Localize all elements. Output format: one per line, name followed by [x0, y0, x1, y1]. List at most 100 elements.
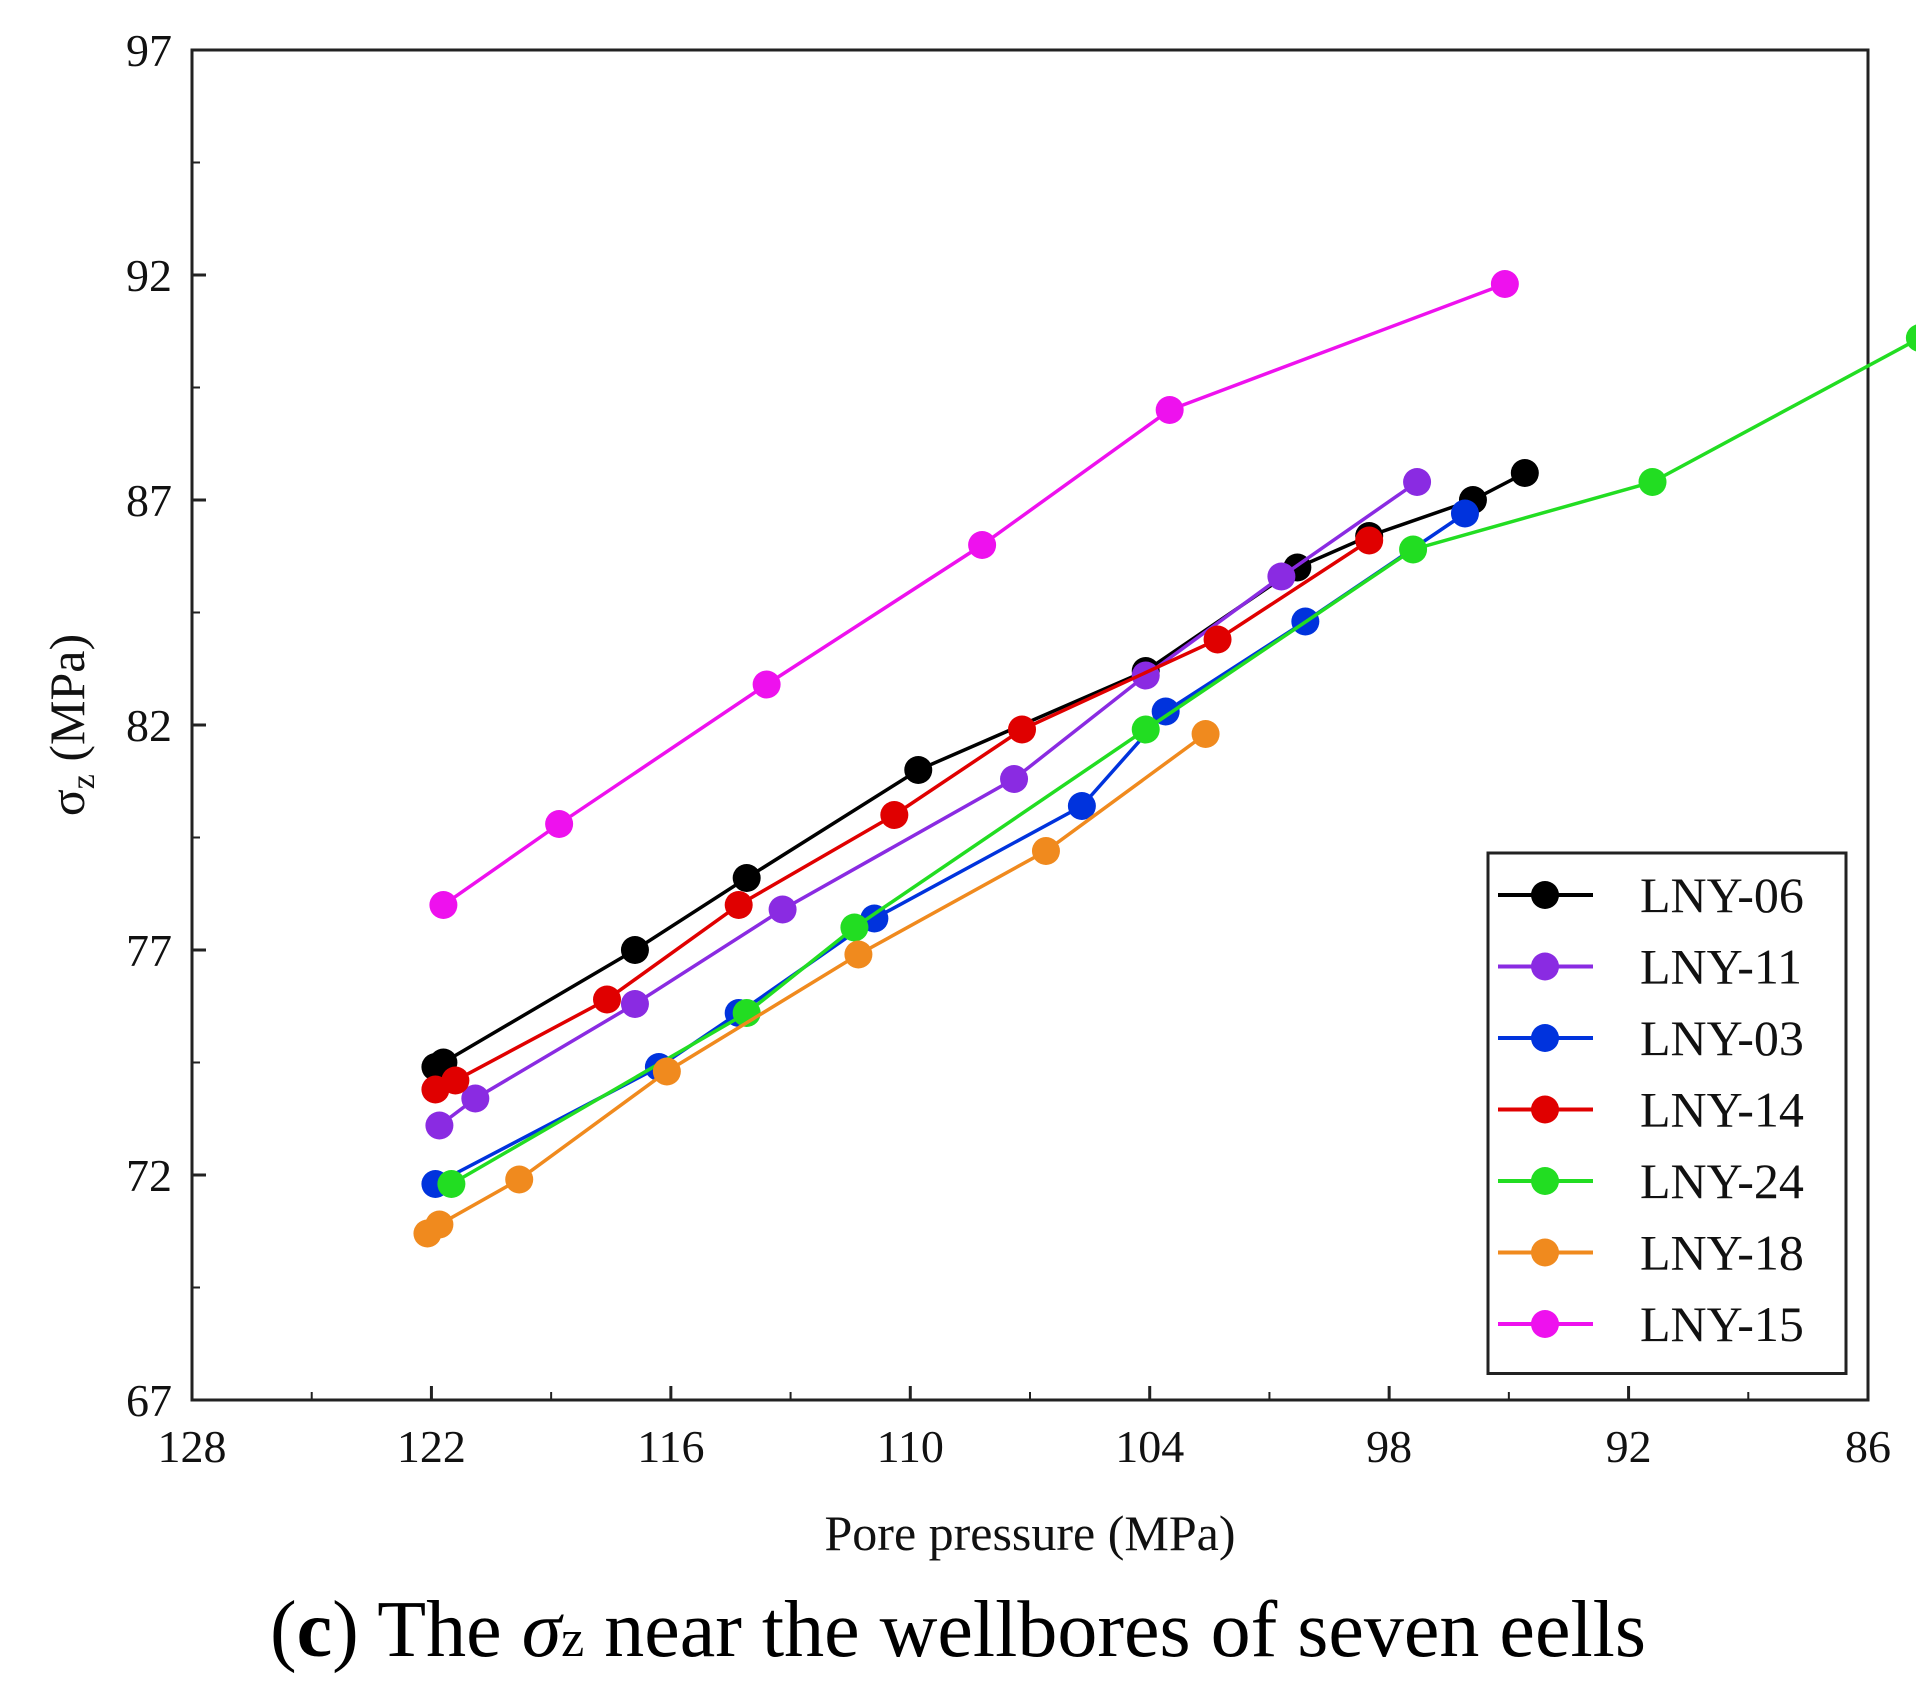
y-tick-label: 97: [126, 25, 172, 76]
data-point-LNY-18: [1191, 720, 1220, 748]
caption-text-2: near the wellbores of seven eells: [584, 1586, 1647, 1674]
x-tick-label: 98: [1366, 1421, 1412, 1472]
data-point-LNY-11: [461, 1084, 490, 1113]
y-axis-title-unit: (MPa): [39, 634, 95, 774]
data-point-LNY-24: [1905, 324, 1916, 352]
series-LNY-03: [421, 499, 1479, 1198]
data-point-LNY-11: [1267, 562, 1296, 591]
legend-item-LNY-15: LNY-15: [1498, 1296, 1804, 1352]
data-point-LNY-18: [1031, 837, 1060, 865]
series-layer: [413, 270, 1916, 1248]
data-point-LNY-18: [425, 1210, 454, 1239]
data-point-LNY-18: [844, 940, 873, 969]
data-point-LNY-14: [593, 985, 622, 1014]
data-point-LNY-06: [620, 936, 649, 964]
series-line-LNY-11: [438, 480, 1419, 1127]
figure-caption: (c) The σz near the wellbores of seven e…: [0, 1585, 1916, 1676]
data-point-LNY-11: [620, 990, 649, 1018]
x-axis-title: Pore pressure (MPa): [824, 1505, 1235, 1561]
y-tick-label: 92: [126, 250, 172, 301]
data-point-LNY-06: [904, 756, 933, 784]
data-point-LNY-18: [505, 1165, 534, 1194]
series-line-LNY-14: [434, 539, 1371, 1092]
data-point-LNY-24: [1399, 535, 1428, 564]
data-point-LNY-15: [1490, 270, 1519, 298]
data-point-LNY-24: [840, 913, 869, 942]
legend-label: LNY-11: [1640, 939, 1802, 995]
y-tick-label: 87: [126, 475, 172, 526]
data-point-LNY-03: [1151, 697, 1180, 726]
data-point-LNY-06: [1510, 459, 1539, 487]
legend-label: LNY-18: [1640, 1225, 1804, 1281]
legend-item-LNY-18: LNY-18: [1498, 1225, 1804, 1281]
series-LNY-18: [413, 720, 1220, 1248]
legend-marker: [1531, 952, 1559, 981]
x-tick-label: 128: [158, 1421, 227, 1472]
caption-paren-close: ): [332, 1586, 359, 1674]
y-axis-title: σz (MPa): [39, 634, 102, 816]
legend-item-LNY-24: LNY-24: [1498, 1153, 1804, 1209]
data-point-LNY-03: [1067, 792, 1096, 820]
y-tick-label: 72: [126, 1150, 172, 1201]
data-point-LNY-11: [425, 1111, 454, 1140]
legend-label: LNY-14: [1640, 1082, 1804, 1138]
y-tick-label: 77: [126, 925, 172, 976]
series-LNY-15: [429, 270, 1519, 919]
x-tick-label: 116: [637, 1421, 704, 1472]
data-point-LNY-24: [1131, 715, 1160, 744]
data-point-LNY-15: [752, 670, 781, 699]
series-line-LNY-15: [442, 282, 1506, 907]
data-point-LNY-14: [880, 801, 909, 829]
data-point-LNY-14: [1008, 715, 1037, 744]
series-LNY-14: [421, 526, 1384, 1104]
data-point-LNY-14: [1203, 625, 1232, 654]
data-point-LNY-11: [768, 895, 797, 924]
data-point-LNY-15: [968, 531, 997, 559]
legend-marker: [1531, 1024, 1559, 1052]
y-tick-label: 82: [126, 700, 172, 751]
axes-layer: 128 122 116 110 104 98 92 86 67 72 77 82 87 92 97 Pore …: [39, 25, 1891, 1561]
legend-item-LNY-11: LNY-11: [1498, 939, 1802, 995]
data-point-LNY-11: [1403, 468, 1432, 496]
y-axis-title-subscript: z: [65, 774, 102, 789]
legend-label: LNY-15: [1640, 1296, 1804, 1352]
series-line-LNY-06: [434, 471, 1526, 1069]
series-LNY-24: [437, 324, 1916, 1198]
legend-marker: [1531, 881, 1559, 909]
x-tick-label: 92: [1606, 1421, 1652, 1472]
y-tick-label: 67: [126, 1375, 172, 1426]
legend-marker: [1531, 1310, 1559, 1338]
data-point-LNY-24: [1638, 468, 1667, 496]
legend: LNY-06 LNY-11 LNY-03 LNY-14 LNY-24 LNY-18 LNY-…: [1486, 851, 1848, 1375]
legend-item-LNY-03: LNY-03: [1498, 1010, 1804, 1066]
series-LNY-11: [425, 468, 1432, 1140]
data-point-LNY-14: [724, 891, 753, 919]
caption-symbol: σ: [521, 1586, 562, 1674]
data-point-LNY-24: [437, 1170, 466, 1198]
caption-paren-open: (: [269, 1586, 297, 1674]
data-point-LNY-15: [429, 891, 458, 919]
legend-label: LNY-03: [1640, 1010, 1804, 1066]
legend-label: LNY-24: [1640, 1153, 1804, 1209]
data-point-LNY-06: [732, 864, 761, 892]
data-point-LNY-11: [1000, 765, 1029, 793]
data-point-LNY-15: [545, 810, 574, 838]
legend-marker: [1531, 1095, 1559, 1124]
data-point-LNY-18: [652, 1057, 681, 1086]
legend-marker: [1531, 1238, 1559, 1267]
data-point-LNY-14: [441, 1066, 470, 1095]
legend-marker: [1531, 1167, 1559, 1195]
y-axis-title-symbol: σ: [39, 789, 95, 816]
x-tick-label: 122: [397, 1421, 466, 1472]
x-tick-label: 86: [1845, 1421, 1891, 1472]
x-tick-label: 104: [1115, 1421, 1184, 1472]
caption-letter: c: [296, 1586, 333, 1674]
x-tick-label: 110: [877, 1421, 944, 1472]
legend-label: LNY-06: [1640, 867, 1804, 923]
caption-text-1: The: [358, 1586, 522, 1674]
legend-item-LNY-14: LNY-14: [1498, 1082, 1804, 1138]
chart: 128 122 116 110 104 98 92 86 67 72 77 82 87 92 97 Pore …: [39, 25, 1916, 1561]
legend-item-LNY-06: LNY-06: [1498, 867, 1804, 923]
data-point-LNY-03: [1450, 499, 1479, 528]
caption-subscript: z: [561, 1611, 585, 1668]
